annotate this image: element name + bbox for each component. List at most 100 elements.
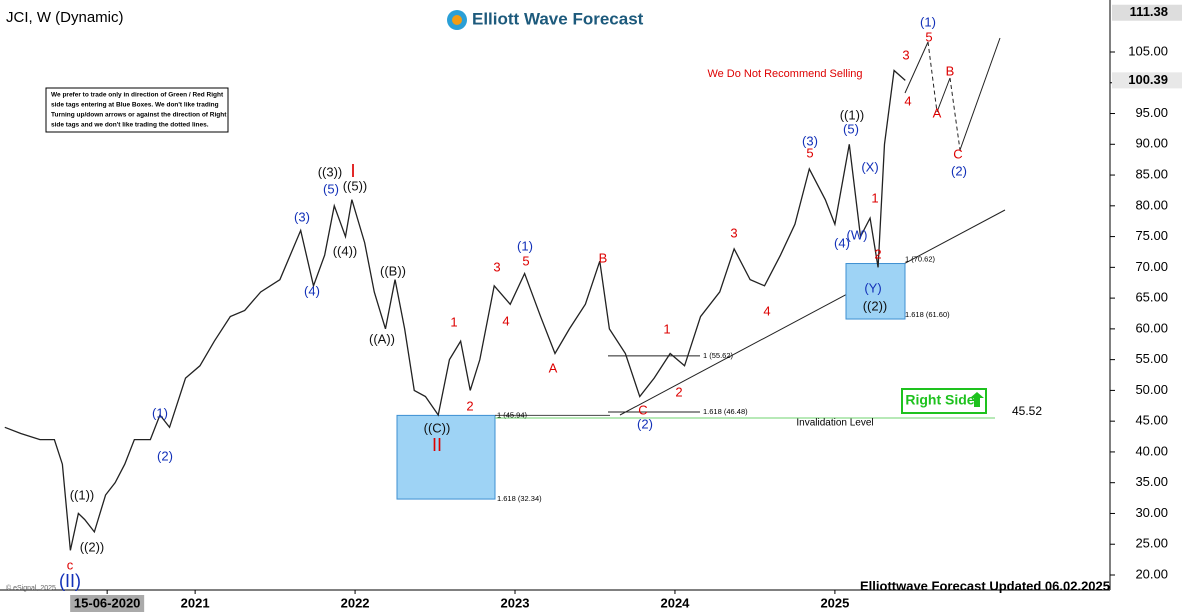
projection bbox=[904, 41, 929, 94]
wave-label: (3) bbox=[294, 209, 310, 224]
fib-label: 1.618 (61.60) bbox=[905, 310, 950, 319]
y-tick-label: 75.00 bbox=[1135, 228, 1168, 243]
wave-label: 4 bbox=[502, 313, 509, 328]
projection bbox=[936, 77, 951, 113]
x-tick-label: 15-06-2020 bbox=[74, 595, 141, 610]
wave-label: (W) bbox=[847, 227, 868, 242]
x-tick-label: 2025 bbox=[820, 595, 849, 610]
x-tick-label: 2023 bbox=[501, 595, 530, 610]
wave-label: (3) bbox=[802, 133, 818, 148]
wave-label: ((3)) bbox=[318, 164, 343, 179]
price-tag bbox=[1112, 72, 1182, 89]
wave-label: (1) bbox=[517, 238, 533, 253]
y-tick-label: 85.00 bbox=[1135, 166, 1168, 181]
wave-label: ((2)) bbox=[80, 539, 105, 554]
brand: Elliott Wave Forecast bbox=[472, 9, 644, 28]
note-text: Turning up/down arrows or against the di… bbox=[51, 112, 227, 119]
fib-label: 1 (45.94) bbox=[497, 410, 528, 419]
y-tick-label: 35.00 bbox=[1135, 474, 1168, 489]
wave-label: 5 bbox=[522, 253, 529, 268]
wave-label: ((1)) bbox=[70, 487, 95, 502]
wave-label: (5) bbox=[843, 121, 859, 136]
wave-label: ((B)) bbox=[380, 263, 406, 278]
y-tick-label: 80.00 bbox=[1135, 197, 1168, 212]
wave-label: (2) bbox=[637, 416, 653, 431]
wave-label: 3 bbox=[493, 259, 500, 274]
price-tag bbox=[1112, 4, 1182, 21]
wave-label: A bbox=[549, 360, 558, 375]
y-tick-label: 65.00 bbox=[1135, 290, 1168, 305]
y-tick-label: 40.00 bbox=[1135, 443, 1168, 458]
note-text: We prefer to trade only in direction of … bbox=[51, 92, 224, 99]
wave-label: ((5)) bbox=[343, 178, 368, 193]
trend-line bbox=[619, 209, 1006, 416]
wave-label: 5 bbox=[806, 145, 813, 160]
wave-label: A bbox=[933, 105, 942, 120]
fib-label: 1 (55.62) bbox=[703, 351, 734, 360]
wave-label: 2 bbox=[675, 384, 682, 399]
footer: Elliottwave Forecast Updated 06.02.2025 bbox=[860, 578, 1110, 593]
y-tick-label: 30.00 bbox=[1135, 505, 1168, 520]
wave-label: ((1)) bbox=[840, 107, 865, 122]
right-side-box bbox=[901, 388, 987, 414]
wave-label: (1) bbox=[920, 14, 936, 29]
wave-label: 3 bbox=[730, 225, 737, 240]
chart-title: JCI, W (Dynamic) bbox=[6, 9, 124, 26]
wave-label: (2) bbox=[157, 448, 173, 463]
x-tick-highlight bbox=[70, 595, 145, 612]
wave-label: (4) bbox=[834, 235, 850, 250]
wave-label: (X) bbox=[861, 159, 878, 174]
y-tick-label: 60.00 bbox=[1135, 320, 1168, 335]
projection bbox=[927, 41, 938, 113]
wave-label: ((2)) bbox=[863, 298, 888, 313]
wave-label: 1 bbox=[663, 321, 670, 336]
price-line bbox=[4, 69, 906, 551]
wave-label: B bbox=[599, 250, 608, 265]
y-tick-label: 70.00 bbox=[1135, 259, 1168, 274]
wave-label: C bbox=[953, 146, 962, 161]
y-tick-label: 95.00 bbox=[1135, 105, 1168, 120]
wave-label: ((A)) bbox=[369, 331, 395, 346]
y-tick-label: 25.00 bbox=[1135, 536, 1168, 551]
copyright: © eSignal, 2025 bbox=[6, 584, 56, 592]
wave-label: 5 bbox=[925, 29, 932, 44]
y-tick-label: 50.00 bbox=[1135, 382, 1168, 397]
wave-label: ((C)) bbox=[424, 420, 451, 435]
fib-label: 1.618 (32.34) bbox=[497, 494, 542, 503]
wave-label: (1) bbox=[152, 405, 168, 420]
wave-label: II bbox=[432, 435, 442, 455]
high-label: 111.38 bbox=[1130, 4, 1168, 19]
last-price: 100.39 bbox=[1128, 72, 1168, 87]
blue-box bbox=[396, 414, 496, 500]
wave-label: C bbox=[638, 402, 647, 417]
fib-label: 1 (70.62) bbox=[905, 255, 936, 264]
wave-label: (II) bbox=[59, 571, 81, 591]
logo bbox=[452, 15, 462, 25]
wave-label: ((4)) bbox=[333, 243, 358, 258]
y-tick-label: 105.00 bbox=[1128, 43, 1168, 58]
right-side: Right Side bbox=[905, 392, 974, 408]
blue-box bbox=[845, 263, 906, 320]
x-tick-label: 2024 bbox=[660, 595, 690, 610]
wave-label: 3 bbox=[902, 47, 909, 62]
wave-label: B bbox=[946, 63, 955, 78]
x-tick-label: 2022 bbox=[341, 595, 370, 610]
fib-label: 1.618 (46.48) bbox=[703, 407, 748, 416]
note-box bbox=[45, 87, 229, 133]
y-tick-label: 45.00 bbox=[1135, 413, 1168, 428]
wave-label: 2 bbox=[874, 246, 881, 261]
wave-label: (4) bbox=[304, 283, 320, 298]
wave-label: 4 bbox=[904, 93, 911, 108]
wave-label: 2 bbox=[466, 398, 473, 413]
invalidation-label: Invalidation Level bbox=[796, 418, 873, 429]
y-tick-label: 20.00 bbox=[1135, 566, 1168, 581]
note-text: side tags and we don't like trading the … bbox=[51, 122, 209, 129]
y-tick-label: 90.00 bbox=[1135, 136, 1168, 151]
arrow bbox=[970, 392, 984, 407]
x-tick-label: 2021 bbox=[181, 595, 210, 610]
wave-label: c bbox=[67, 557, 74, 572]
invalidation-value: 45.52 bbox=[1012, 404, 1042, 418]
y-tick-label: 55.00 bbox=[1135, 351, 1168, 366]
projection bbox=[949, 77, 961, 151]
